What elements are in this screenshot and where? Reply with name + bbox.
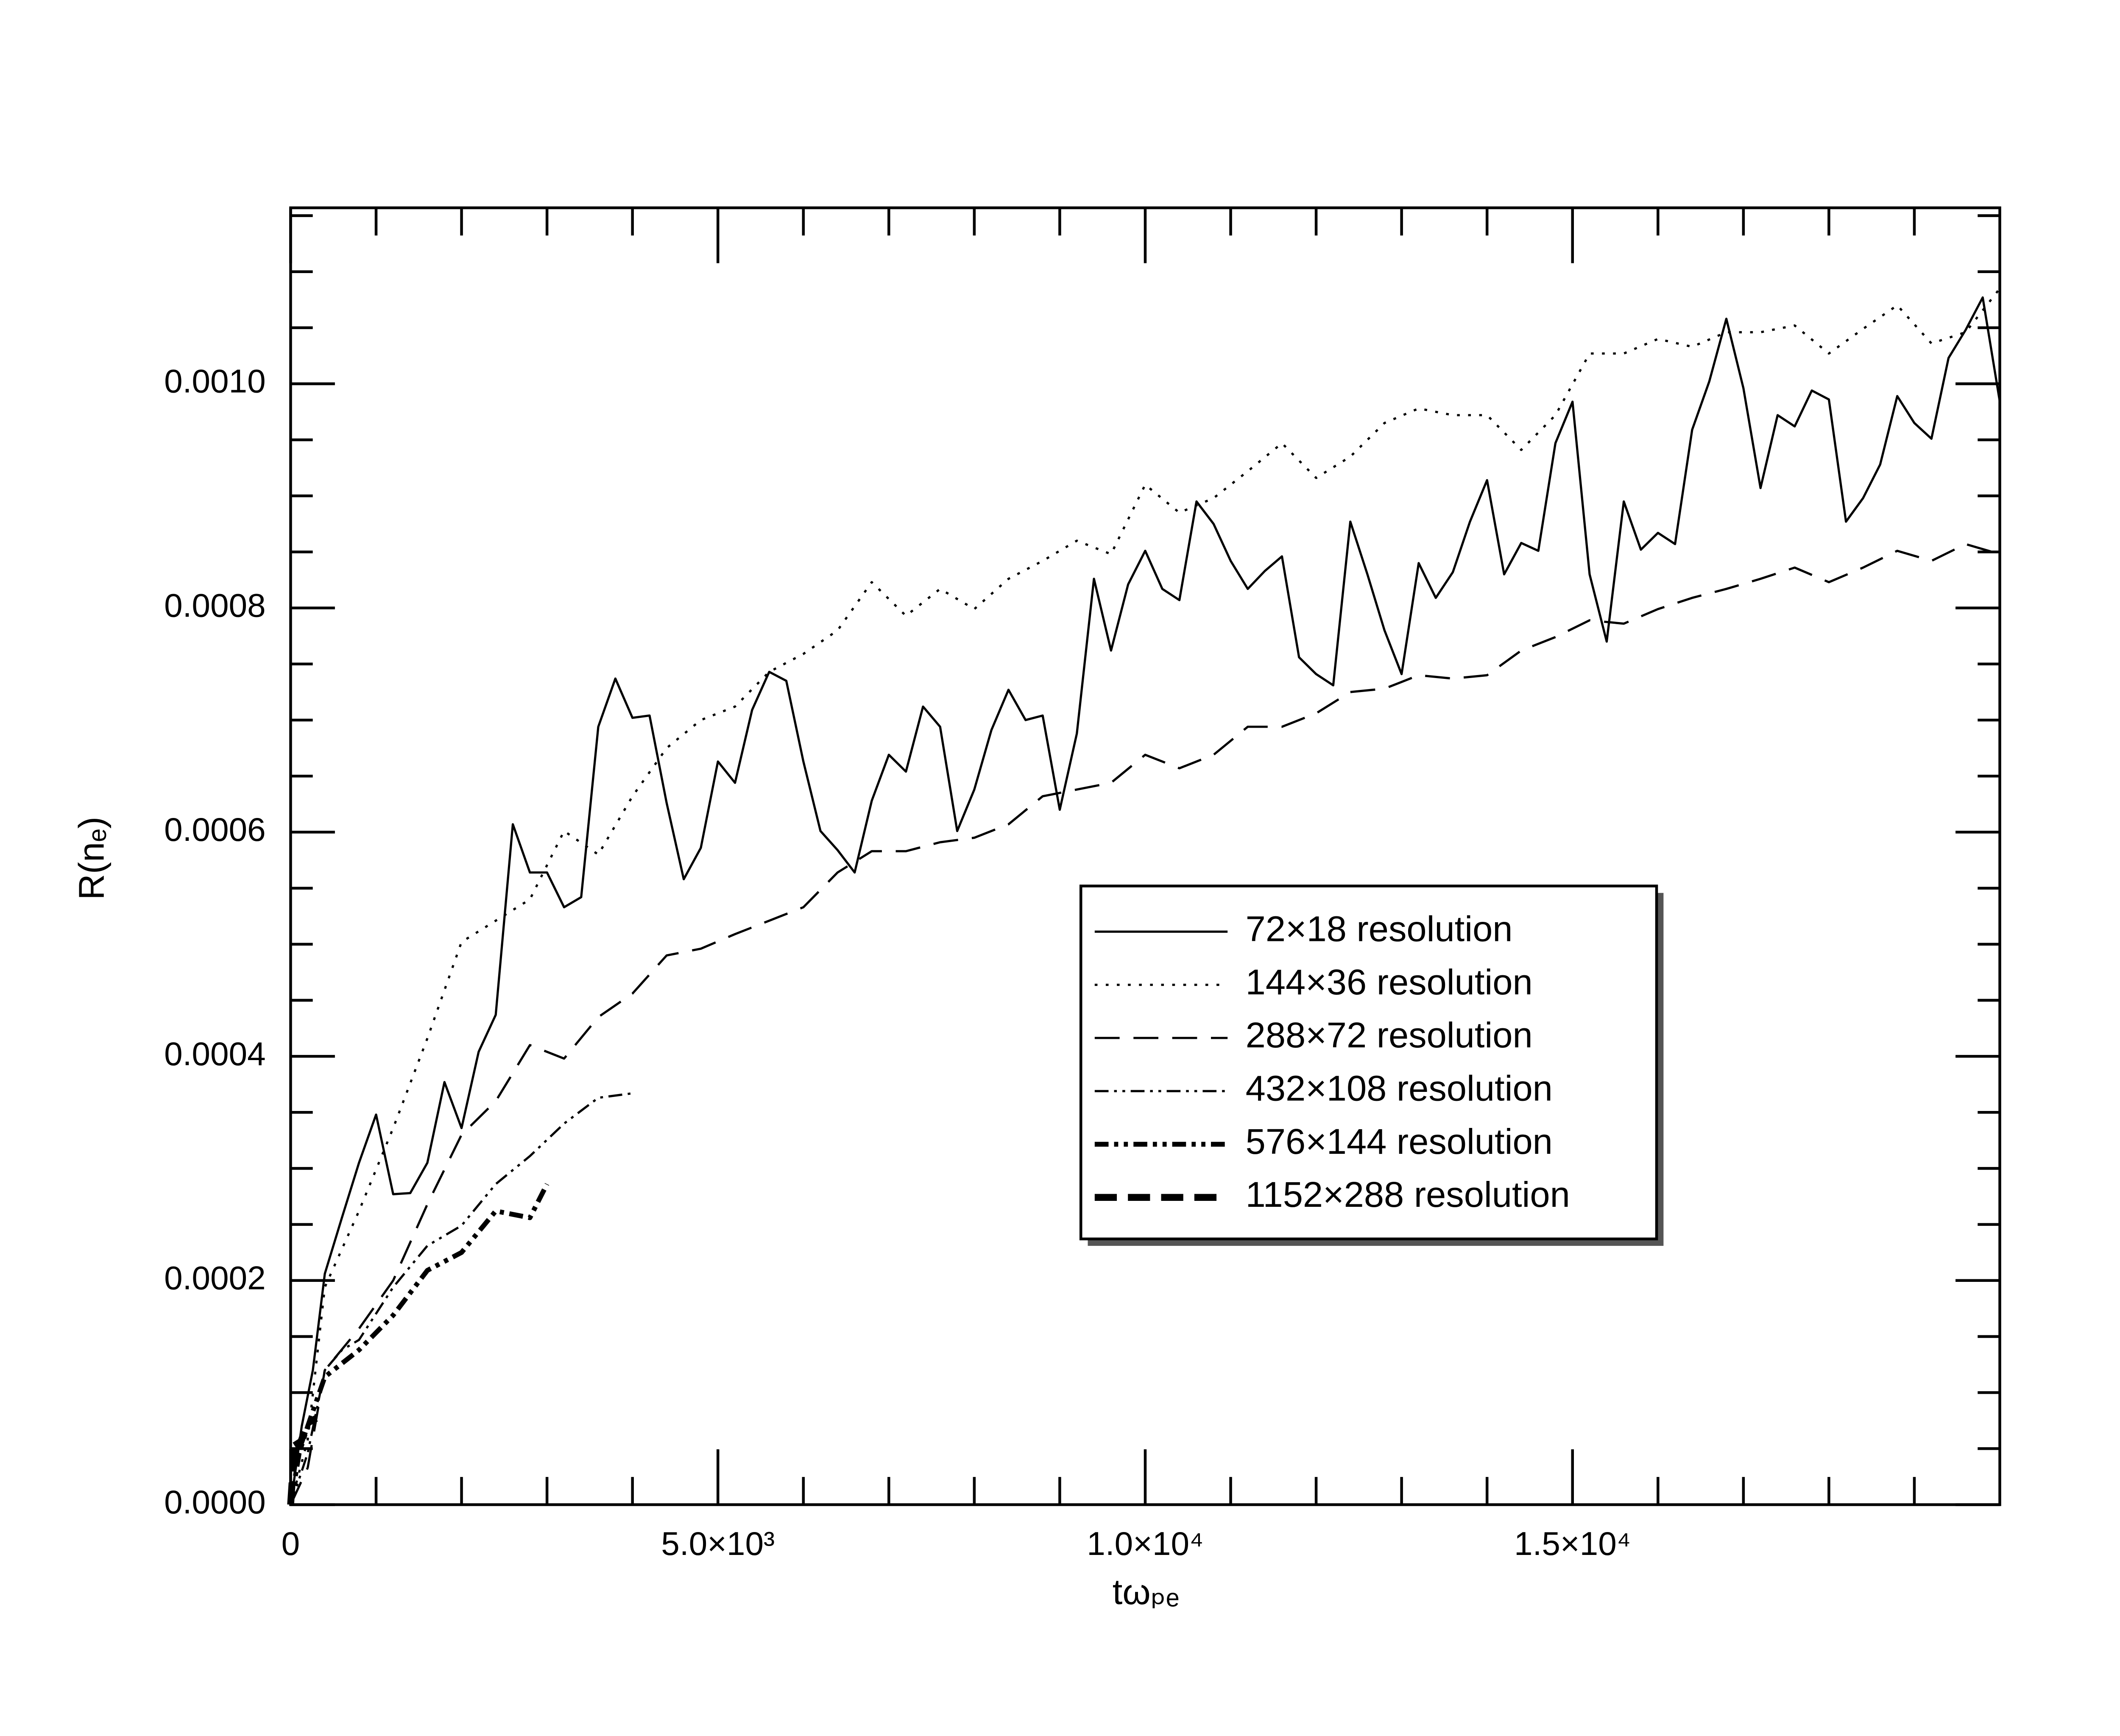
legend-label: 144×36 resolution <box>1246 962 1533 1002</box>
legend-label: 1152×288 resolution <box>1246 1174 1570 1214</box>
x-tick-label: 5.0×10³ <box>661 1525 775 1562</box>
y-tick-label: 0.0010 <box>164 363 266 400</box>
series-line <box>287 1415 318 1505</box>
x-tick-label: 1.5×10⁴ <box>1514 1525 1631 1562</box>
legend-label: 576×144 resolution <box>1246 1121 1553 1161</box>
x-tick-label: 1.0×10⁴ <box>1087 1525 1203 1562</box>
legend-label: 288×72 resolution <box>1246 1015 1533 1055</box>
x-tick-label: 0 <box>282 1525 300 1562</box>
series-line <box>289 296 2001 1505</box>
y-axis-label: R(nₑ) <box>71 817 111 900</box>
y-tick-label: 0.0008 <box>164 586 266 624</box>
y-tick-label: 0.0002 <box>164 1259 266 1296</box>
series-line <box>289 287 2001 1505</box>
y-tick-label: 0.0004 <box>164 1035 266 1072</box>
y-tick-label: 0.0000 <box>164 1483 266 1521</box>
series-line <box>290 543 2000 1505</box>
y-tick-label: 0.0006 <box>164 811 266 848</box>
legend-label: 432×108 resolution <box>1246 1068 1553 1108</box>
legend-box <box>1079 885 1658 1241</box>
legend: 72×18 resolution 144×36 resolution 288×72 … <box>1079 885 1658 1241</box>
legend-label: 72×18 resolution <box>1246 909 1513 949</box>
plot-frame <box>289 206 2001 1506</box>
x-axis-label: tωₚₑ <box>1113 1571 1180 1612</box>
